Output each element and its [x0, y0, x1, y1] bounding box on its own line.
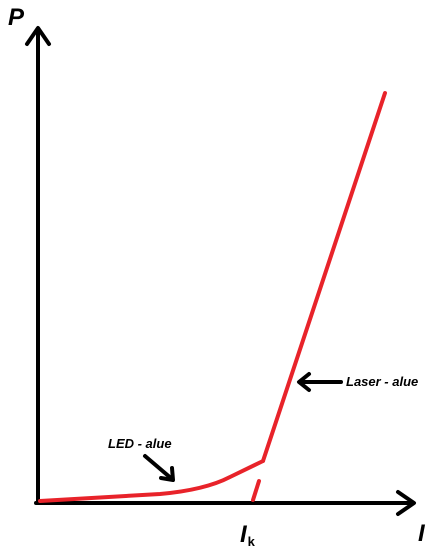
- y-axis-arrowhead: [25, 26, 51, 46]
- y-axis-label: P: [8, 4, 25, 31]
- led-curve: [38, 459, 265, 503]
- threshold-current-label: Ik: [240, 521, 255, 549]
- laser-pointer-arrowhead: [297, 372, 311, 392]
- x-axis-label: I: [418, 520, 425, 547]
- led-pointer-arrowhead: [159, 466, 175, 482]
- led-pointer-arrow-shaft: [143, 454, 174, 481]
- laser-curve: [261, 91, 387, 463]
- threshold-subscript: k: [247, 534, 255, 549]
- x-axis-arrowhead: [396, 490, 416, 516]
- laser-annotation: Laser - alue: [346, 374, 419, 389]
- led-annotation: LED - alue: [108, 436, 172, 451]
- threshold-symbol: I: [240, 521, 247, 548]
- threshold-tick: [251, 479, 261, 502]
